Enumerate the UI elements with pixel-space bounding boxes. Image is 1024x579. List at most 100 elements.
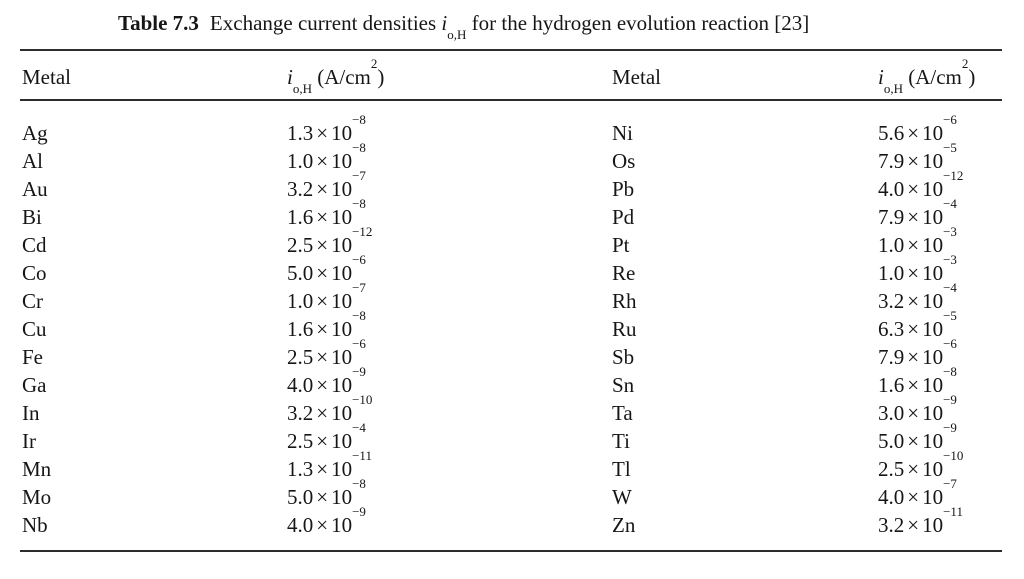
current-density-cell: 1.6 × 10−8	[878, 364, 957, 397]
times-sign: ×	[907, 429, 920, 453]
current-density-cell: 1.6 × 10−8	[287, 196, 366, 229]
current-density-symbol: i	[287, 65, 293, 89]
table-row: In 3.2 × 10−10 Ta 3.0 × 10−9	[20, 392, 1002, 427]
current-density-cell: 1.0 × 10−8	[287, 140, 366, 173]
exponent: −10	[352, 392, 373, 407]
exponent: −6	[943, 112, 957, 127]
exponent: −9	[352, 364, 366, 379]
exponent: −4	[943, 280, 957, 295]
current-density-symbol: i	[878, 65, 884, 89]
times-sign: ×	[907, 345, 920, 369]
times-sign: ×	[316, 177, 329, 201]
table-row: Mo 5.0 × 10−8 W 4.0 × 10−7	[20, 476, 1002, 511]
times-sign: ×	[907, 233, 920, 257]
current-density-subscript: o,H	[447, 27, 467, 43]
exponent: −6	[352, 336, 366, 351]
current-density-cell: 6.3 × 10−5	[878, 308, 957, 341]
metal-cell: Cu	[22, 317, 47, 341]
metal-cell: Zn	[612, 513, 636, 537]
unit-close: )	[377, 65, 385, 89]
metal-cell: Fe	[22, 345, 43, 369]
exponent: −12	[352, 224, 373, 239]
metal-cell: Pd	[612, 205, 635, 229]
table-caption-text-before: Exchange current densities	[209, 11, 442, 35]
exponent: −11	[943, 504, 963, 519]
exponent: −8	[352, 196, 366, 211]
table-top-rule	[20, 49, 1002, 51]
metal-cell: Ir	[22, 429, 36, 453]
unit-exponent: 2	[370, 56, 378, 71]
exponent: −10	[943, 448, 964, 463]
metal-cell: Os	[612, 149, 636, 173]
current-density-cell: 3.0 × 10−9	[878, 392, 957, 425]
table-header-row: Metal io,H (A/cm2) Metal io,H (A/cm2)	[20, 57, 1002, 95]
table-row: Bi 1.6 × 10−8 Pd 7.9 × 10−4	[20, 196, 1002, 231]
current-density-cell: 3.2 × 10−7	[287, 168, 366, 201]
current-density-cell: 5.0 × 10−9	[878, 420, 957, 453]
current-density-cell: 7.9 × 10−6	[878, 336, 957, 369]
exponent: −6	[943, 336, 957, 351]
times-sign: ×	[907, 317, 920, 341]
exponent: −5	[943, 308, 957, 323]
table-caption: Table 7.3 Exchange current densities io,H…	[118, 10, 810, 41]
metal-cell: Cd	[22, 233, 47, 257]
unit-text: (A/cm	[311, 65, 371, 89]
unit-close: )	[968, 65, 976, 89]
metal-cell: Au	[22, 177, 48, 201]
exponent: −7	[352, 280, 366, 295]
current-density-symbol: i	[441, 11, 448, 35]
table-caption-text-after: for the hydrogen evolution reaction [23]	[466, 11, 810, 35]
current-density-cell: 2.5 × 10−12	[287, 224, 373, 257]
table-row: Cr 1.0 × 10−7 Rh 3.2 × 10−4	[20, 281, 1002, 315]
exponent: −6	[352, 252, 366, 267]
metal-cell: Bi	[22, 205, 42, 229]
times-sign: ×	[907, 177, 920, 201]
times-sign: ×	[907, 457, 920, 481]
times-sign: ×	[316, 401, 329, 425]
times-sign: ×	[316, 233, 329, 257]
metal-cell: Tl	[612, 457, 631, 481]
metal-cell: Mo	[22, 485, 52, 509]
times-sign: ×	[316, 457, 329, 481]
metal-cell: Ta	[612, 401, 633, 425]
metal-cell: Ti	[612, 429, 630, 453]
exponent: −9	[943, 420, 957, 435]
metal-cell: Pb	[612, 177, 635, 201]
times-sign: ×	[316, 485, 329, 509]
metal-cell: Rh	[612, 289, 637, 313]
metal-cell: Co	[22, 261, 47, 285]
metal-cell: Ag	[22, 121, 48, 145]
times-sign: ×	[316, 205, 329, 229]
unit-exponent: 2	[961, 56, 969, 71]
table-row: Ag 1.3 × 10−8 Ni 5.6 × 10−6	[20, 113, 1002, 147]
metal-cell: Ga	[22, 373, 47, 397]
table-row: Ir 2.5 × 10−4 Ti 5.0 × 10−9	[20, 420, 1002, 455]
current-density-cell: 2.5 × 10−6	[287, 336, 366, 369]
times-sign: ×	[907, 205, 920, 229]
column-header-current-density-left: io,H (A/cm2)	[287, 57, 612, 95]
times-sign: ×	[316, 373, 329, 397]
metal-cell: Al	[22, 149, 43, 173]
times-sign: ×	[316, 149, 329, 173]
exponent: −8	[352, 476, 366, 491]
exponent: −9	[352, 504, 366, 519]
column-header-current-density-right: io,H (A/cm2)	[878, 57, 1002, 95]
current-density-cell: 7.9 × 10−5	[878, 140, 957, 173]
metal-cell: Pt	[612, 233, 630, 257]
current-density-cell: 2.5 × 10−10	[878, 448, 964, 481]
current-density-cell: 3.2 × 10−10	[287, 392, 373, 425]
current-density-cell: 5.0 × 10−8	[287, 476, 366, 509]
exponent: −5	[943, 140, 957, 155]
metal-cell: Re	[612, 261, 636, 285]
metal-cell: Sn	[612, 373, 635, 397]
table-row: Au 3.2 × 10−7 Pb 4.0 × 10−12	[20, 168, 1002, 203]
current-density-cell: 1.6 × 10−8	[287, 308, 366, 341]
table-caption-label: Table 7.3	[118, 11, 199, 35]
metal-cell: Sb	[612, 345, 635, 369]
exponent: −3	[943, 224, 957, 239]
exponent: −8	[943, 364, 957, 379]
times-sign: ×	[907, 149, 920, 173]
current-density-cell: 1.3 × 10−11	[287, 448, 372, 481]
exponent: −11	[352, 448, 372, 463]
